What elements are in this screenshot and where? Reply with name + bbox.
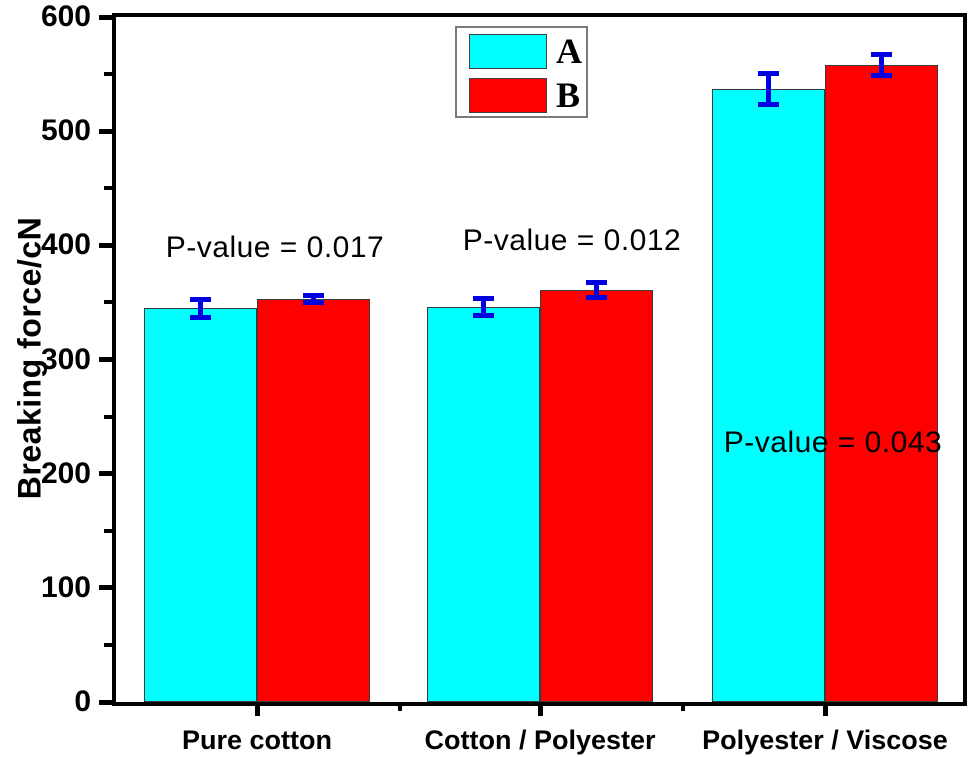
y-axis-tick-label: 200 <box>40 456 91 490</box>
legend-swatch-a <box>469 34 547 69</box>
error-bar-cap <box>758 70 779 76</box>
error-bar-b-2 <box>871 52 892 78</box>
y-axis-tick-label: 100 <box>40 570 91 604</box>
category-label: Polyester / Viscose <box>702 725 948 755</box>
bar-a-1 <box>427 306 540 702</box>
error-bar-cap <box>586 279 607 285</box>
legend-item-a: A <box>469 33 586 70</box>
bar-b-2 <box>825 64 938 702</box>
error-bar-whisker <box>879 52 884 78</box>
error-bar-cap <box>190 296 211 302</box>
y-axis-minor-tick <box>104 414 112 419</box>
legend-label-b: B <box>556 75 581 115</box>
error-bar-whisker <box>594 279 599 301</box>
x-axis-major-tick <box>537 702 543 716</box>
x-axis-minor-tick <box>681 702 685 711</box>
y-axis-major-tick <box>99 699 112 705</box>
error-bar-a-1 <box>473 295 494 319</box>
y-axis-tick-label: 500 <box>40 114 91 148</box>
y-axis-major-tick <box>99 471 112 477</box>
error-bar-a-2 <box>758 70 779 108</box>
error-bar-cap <box>871 72 892 78</box>
error-bar-cap <box>473 313 494 319</box>
y-axis-major-tick <box>99 14 112 20</box>
y-axis-minor-tick <box>104 72 112 77</box>
error-bar-cap <box>871 52 892 58</box>
y-axis-major-tick <box>99 128 112 134</box>
x-axis-major-tick <box>822 702 828 716</box>
annotation-pvalue-1: P-value = 0.012 <box>462 223 682 257</box>
bar-a-2 <box>712 88 825 702</box>
y-axis-tick-label: 0 <box>74 685 91 718</box>
x-axis-minor-tick <box>398 702 402 711</box>
error-bar-cap <box>303 299 324 305</box>
y-axis-major-tick <box>99 357 112 362</box>
legend-swatch-b <box>469 78 547 113</box>
x-axis-major-tick <box>254 702 260 716</box>
bar-b-1 <box>540 289 653 702</box>
error-bar-cap <box>303 293 324 299</box>
error-bar-cap <box>190 314 211 320</box>
plot-area: 0 100 200 300 400 500 600 Pure cotton Cotton / P… <box>41 1 967 755</box>
error-bar-whisker <box>198 296 203 320</box>
y-axis-tick-label: 300 <box>40 342 91 376</box>
bar-a-0 <box>144 308 257 702</box>
error-bar-whisker <box>481 295 486 319</box>
error-bar-b-1 <box>586 279 607 301</box>
error-bar-cap <box>473 295 494 301</box>
category-label: Pure cotton <box>181 725 333 755</box>
y-axis-minor-tick <box>104 300 112 305</box>
y-axis-minor-tick <box>104 642 112 647</box>
error-bar-a-0 <box>190 296 211 320</box>
legend-label-a: A <box>556 31 582 71</box>
error-bar-cap <box>586 295 607 301</box>
error-bar-b-0 <box>303 293 324 305</box>
annotation-pvalue-0: P-value = 0.017 <box>165 230 385 264</box>
y-axis-tick-label: 600 <box>40 0 91 33</box>
y-axis-major-tick <box>99 585 112 591</box>
error-bar-whisker <box>766 70 771 108</box>
y-axis-minor-tick <box>104 186 112 191</box>
error-bar-whisker <box>311 293 316 305</box>
bar-b-0 <box>257 298 370 702</box>
legend-item-b: B <box>469 77 586 114</box>
y-axis-tick-label: 400 <box>40 228 91 262</box>
y-axis-minor-tick <box>104 528 112 533</box>
annotation-pvalue-2: P-value = 0.043 <box>723 425 943 459</box>
error-bar-cap <box>758 102 779 108</box>
category-label: Cotton / Polyester <box>424 725 656 755</box>
y-axis-major-tick <box>99 242 112 248</box>
